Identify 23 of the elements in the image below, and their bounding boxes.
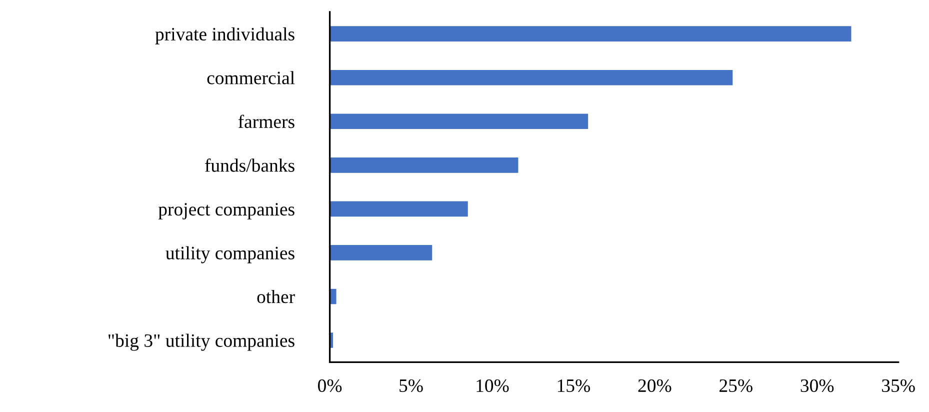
x-tick-label: 25%: [720, 379, 752, 392]
bar: [330, 26, 852, 42]
bar: [330, 70, 733, 86]
y-tick-label: private individuals: [155, 27, 294, 44]
x-tick-label: 0%: [318, 379, 342, 392]
y-tick-label: project companies: [158, 203, 294, 220]
x-tick-label: 35%: [882, 379, 915, 392]
y-tick-label: "big 3" utility companies: [108, 334, 294, 351]
bar: [330, 288, 336, 304]
y-tick-label: utility companies: [166, 246, 294, 264]
x-tick-label: 5%: [400, 379, 423, 392]
y-tick-label: farmers: [238, 114, 294, 128]
bar: [330, 201, 468, 217]
x-tick-label: 10%: [476, 379, 509, 392]
y-tick-label: other: [257, 290, 295, 304]
y-tick-label: commercial: [207, 71, 295, 84]
bar: [330, 114, 588, 130]
bar: [330, 158, 518, 173]
y-tick-label: funds/banks: [205, 158, 294, 172]
x-tick-label: 30%: [800, 379, 834, 392]
bar: [330, 245, 432, 260]
x-tick-label: 15%: [558, 379, 590, 392]
x-tick-label: 20%: [638, 379, 672, 392]
